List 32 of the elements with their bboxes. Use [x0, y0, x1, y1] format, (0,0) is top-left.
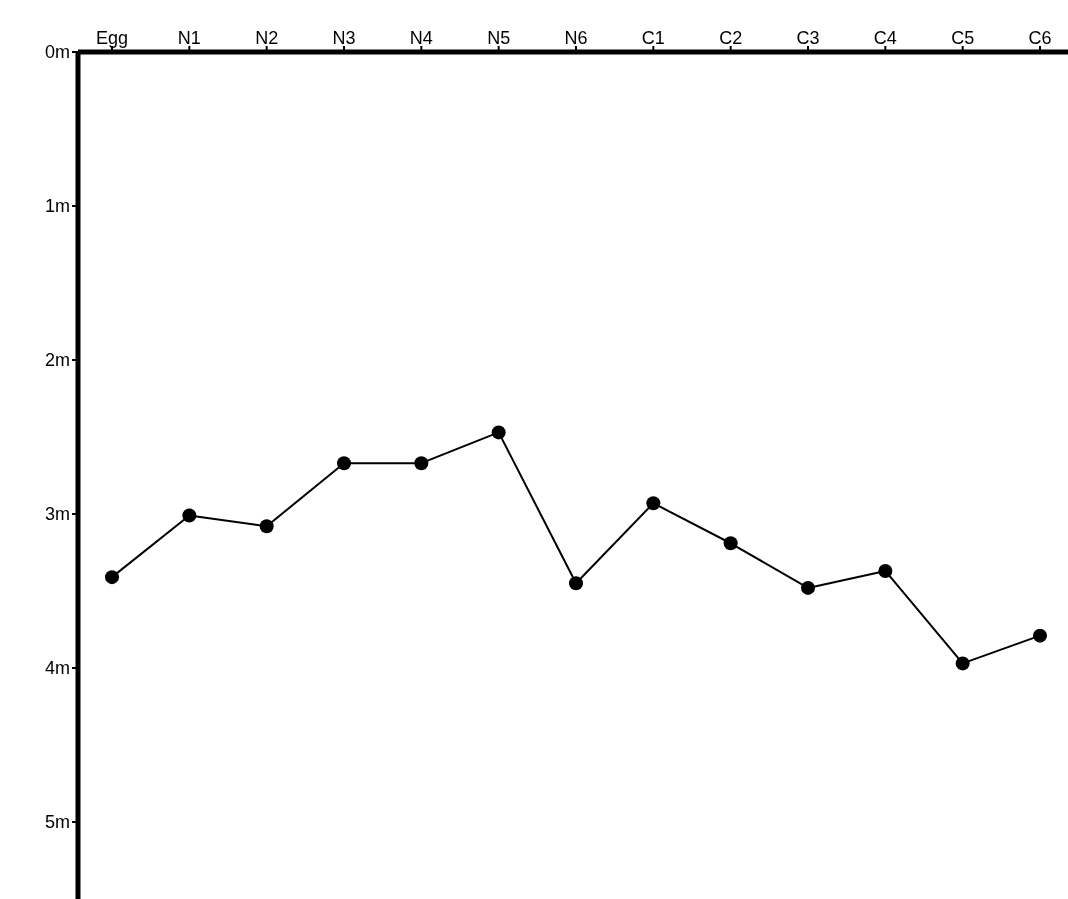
point — [646, 496, 661, 511]
x-tick-label: Egg — [95, 28, 129, 48]
point — [878, 563, 893, 578]
point — [337, 456, 351, 471]
x-tick-label: C1 — [641, 28, 665, 48]
y-tick-label: 3m — [44, 504, 70, 525]
point — [491, 425, 506, 440]
point — [1033, 628, 1047, 643]
point — [259, 519, 274, 534]
x-tick-label: N3 — [332, 28, 356, 48]
point — [723, 536, 738, 551]
point — [182, 508, 197, 523]
x-tick-label: C6 — [1028, 28, 1052, 48]
point — [105, 570, 119, 585]
x-tick-label: N5 — [487, 28, 511, 48]
x-tick-label: N4 — [409, 28, 433, 48]
point — [414, 456, 429, 471]
point — [569, 576, 583, 591]
y-tick-label: 5m — [44, 812, 70, 833]
x-tick-label: C3 — [796, 28, 820, 48]
x-tick-label: C4 — [873, 28, 897, 48]
x-tick-label: C5 — [951, 28, 975, 48]
point — [955, 656, 970, 671]
x-tick-label: N1 — [177, 28, 201, 48]
y-tick-label: 4m — [44, 658, 70, 679]
x-tick-label: N6 — [564, 28, 588, 48]
y-tick-label: 1m — [44, 196, 70, 217]
y-tick-label: 0m — [44, 42, 70, 63]
x-tick-label: N2 — [255, 28, 279, 48]
x-tick-label: C2 — [719, 28, 743, 48]
y-tick-label: 2m — [44, 350, 70, 371]
point — [801, 580, 815, 595]
